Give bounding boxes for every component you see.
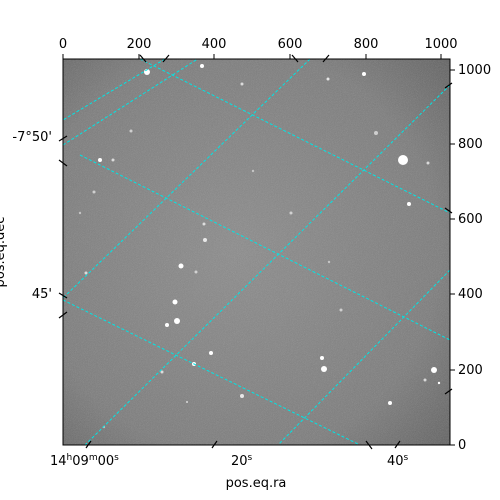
grid-line [63,299,361,445]
plot-frame [62,58,451,446]
star [200,64,204,68]
star [129,129,133,133]
top-tick-label: 200 [127,37,152,52]
right-pixel-axis [450,69,455,446]
ra-axis-ticks [85,54,453,450]
star [251,169,255,173]
top-tick-label: 1000 [424,37,457,52]
dec-tick-label: 45' [32,287,52,302]
top-tick-labels: 0 200 400 600 800 1000 [59,37,458,52]
star [240,394,244,398]
ra-tick-label: 40s [387,453,409,469]
grid-line [79,154,450,341]
star [398,155,408,165]
grid-line [277,269,450,445]
grid-line [84,84,450,445]
star [111,158,115,162]
star [178,263,184,269]
star [321,366,327,372]
right-tick-labels: 0 200 400 600 800 1000 [458,63,491,453]
star [160,370,164,374]
star [339,308,343,312]
star [423,378,427,382]
x-axis-label: pos.eq.ra [226,476,287,491]
top-pixel-axis [62,54,442,59]
star [326,77,330,81]
grid-line [139,59,450,214]
top-tick-label: 400 [202,37,227,52]
star [327,260,331,264]
top-tick-label: 0 [59,37,67,52]
right-tick-label: 600 [458,212,483,227]
y-axis-label: pos.eq.dec [0,217,8,288]
ra-tick-label: 20s [231,453,253,469]
star [289,211,293,215]
star [172,299,178,305]
star [374,131,378,135]
right-tick-label: 0 [458,438,466,453]
stars [78,64,441,429]
star [202,222,206,226]
star [426,161,430,165]
star [165,323,169,327]
star [174,318,180,324]
star [431,367,437,373]
right-tick-label: 1000 [458,63,491,78]
coordinate-grid [63,59,450,445]
star [84,271,88,275]
star [437,381,441,385]
dec-axis-ticks [58,135,68,319]
star [209,351,213,355]
dec-tick-label: -7°50' [12,130,52,145]
ra-tick-label: 14h09m00s [50,453,119,469]
right-tick-label: 200 [458,363,483,378]
star [320,356,324,360]
right-tick-label: 800 [458,137,483,152]
grid-line [63,59,311,299]
star [407,202,411,206]
star [388,401,392,405]
star [78,211,82,215]
star [362,72,366,76]
top-tick-label: 800 [354,37,379,52]
right-tick-label: 400 [458,287,483,302]
star [98,158,102,162]
star [186,401,188,403]
top-tick-label: 600 [278,37,303,52]
star [92,190,96,194]
star [194,270,198,274]
sky-image [63,59,450,445]
star [240,82,244,86]
star [203,238,207,242]
